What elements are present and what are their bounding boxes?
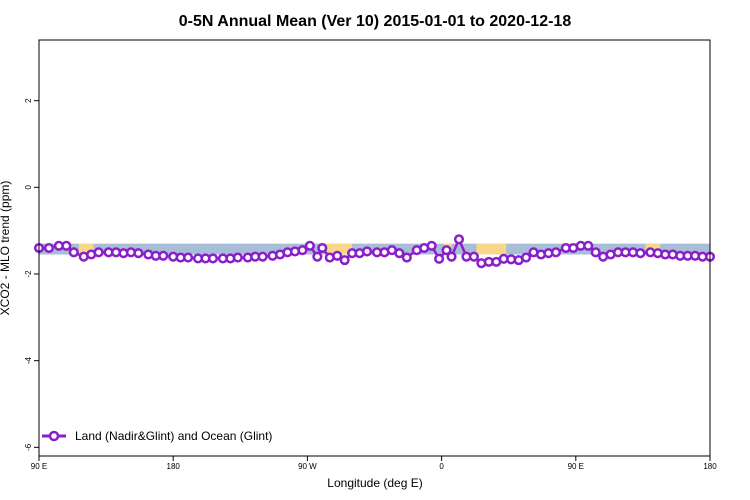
data-point bbox=[158, 250, 169, 261]
data-point bbox=[61, 240, 72, 251]
data-point bbox=[183, 252, 194, 263]
y-axis-ticks: 2 0 -2 -4 -6 bbox=[24, 98, 39, 451]
data-point bbox=[590, 247, 601, 258]
x-tick-label: 90 E bbox=[31, 462, 47, 471]
data-point bbox=[68, 247, 79, 258]
band-highlight bbox=[476, 243, 507, 255]
x-tick-label: 180 bbox=[167, 462, 181, 471]
data-point bbox=[304, 240, 315, 251]
y-tick-label: -2 bbox=[24, 270, 33, 278]
band-highlight bbox=[324, 243, 353, 255]
y-tick-label: -4 bbox=[24, 357, 33, 365]
y-tick-label: 0 bbox=[24, 185, 33, 190]
data-point bbox=[339, 255, 350, 266]
data-point bbox=[394, 248, 405, 259]
data-point bbox=[583, 240, 594, 251]
x-tick-label: 90 W bbox=[298, 462, 317, 471]
x-axis-label: Longitude (deg E) bbox=[327, 476, 422, 490]
data-point bbox=[312, 251, 323, 262]
series-points-layer bbox=[33, 234, 716, 269]
data-point bbox=[361, 246, 373, 257]
data-point bbox=[297, 245, 308, 256]
legend-label: Land (Nadir&Glint) and Ocean (Glint) bbox=[75, 429, 272, 443]
data-point bbox=[93, 247, 104, 258]
data-point bbox=[133, 248, 144, 259]
data-point bbox=[635, 248, 646, 259]
data-point bbox=[232, 252, 243, 263]
y-tick-label: -6 bbox=[24, 443, 33, 451]
data-point bbox=[521, 252, 532, 263]
x-tick-label: 0 bbox=[439, 462, 444, 471]
plot-frame bbox=[38, 39, 711, 457]
x-tick-label: 180 bbox=[703, 462, 717, 471]
data-point bbox=[207, 253, 219, 264]
legend: Land (Nadir&Glint) and Ocean (Glint) bbox=[42, 429, 272, 443]
band-highlight bbox=[78, 243, 94, 255]
x-tick-label: 90 E bbox=[568, 462, 584, 471]
data-point bbox=[401, 252, 412, 263]
x-axis-ticks: 90 E 180 90 W 0 90 E 180 bbox=[31, 456, 717, 471]
data-point bbox=[468, 251, 479, 262]
data-point bbox=[426, 240, 437, 251]
y-axis-label: XCO2 - MLO trend (ppm) bbox=[0, 181, 12, 316]
data-point bbox=[446, 251, 457, 262]
legend-marker-icon bbox=[48, 430, 60, 442]
data-point bbox=[441, 245, 452, 256]
data-point bbox=[434, 253, 445, 264]
data-point bbox=[332, 250, 343, 261]
data-point bbox=[550, 247, 561, 258]
data-point bbox=[43, 242, 54, 254]
y-tick-label: 2 bbox=[24, 98, 33, 103]
chart-title: 0-5N Annual Mean (Ver 10) 2015-01-01 to … bbox=[179, 13, 572, 30]
data-point bbox=[257, 251, 268, 262]
data-point bbox=[317, 242, 328, 254]
data-point bbox=[453, 234, 465, 245]
